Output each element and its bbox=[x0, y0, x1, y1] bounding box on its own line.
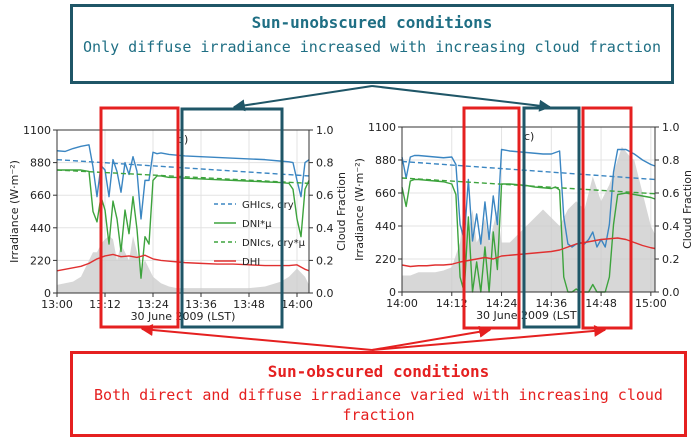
series-line-ghi-clear bbox=[401, 160, 656, 181]
x-tick-label: 13:12 bbox=[89, 298, 121, 311]
sun-unobscured-callout: Sun-unobscured conditions Only diffuse i… bbox=[70, 4, 674, 84]
x-tick-label: 13:00 bbox=[41, 298, 73, 311]
y2-tick-label: 1.0 bbox=[662, 121, 680, 134]
y-tick-label: 220 bbox=[375, 253, 396, 266]
y2-tick-label: 1.0 bbox=[316, 124, 334, 137]
y-tick-label: 1100 bbox=[23, 124, 51, 137]
sun-unobscured-body: Only diffuse irradiance increased with i… bbox=[83, 38, 661, 56]
y2-tick-label: 0.8 bbox=[662, 154, 680, 167]
y-tick-label: 220 bbox=[30, 254, 51, 267]
y-axis-label: Irradiance (W·m⁻²) bbox=[353, 158, 366, 261]
legend-label: DNIcs, dry*μ bbox=[242, 238, 306, 249]
x-tick-label: 14:12 bbox=[436, 297, 468, 310]
series-line-dhi bbox=[401, 237, 656, 268]
x-tick-label: 14:00 bbox=[386, 297, 418, 310]
y-tick-label: 880 bbox=[30, 157, 51, 170]
arrow-to-teal-box-c bbox=[371, 85, 552, 112]
y-tick-label: 0 bbox=[44, 287, 51, 300]
series-line-dni-clear bbox=[56, 169, 310, 185]
highlight-box-red-c2 bbox=[581, 106, 633, 330]
legend-label: DHI bbox=[242, 257, 260, 268]
y-tick-label: 1100 bbox=[368, 121, 396, 134]
series-line-ghi bbox=[401, 148, 656, 248]
cloud-fraction-area bbox=[402, 146, 655, 292]
arrow-to-red-box-c2 bbox=[371, 324, 607, 351]
y2-tick-label: 0.6 bbox=[316, 189, 334, 202]
y2-tick-label: 0.0 bbox=[662, 286, 680, 299]
series-line-dni bbox=[57, 169, 310, 279]
series-line-dhi bbox=[56, 253, 310, 272]
x-tick-label: 13:48 bbox=[233, 298, 265, 311]
y-axis-label: Irradiance (W·m⁻²) bbox=[8, 160, 21, 263]
highlight-box-red-b bbox=[99, 106, 180, 329]
x-tick-label: 14:36 bbox=[535, 297, 567, 310]
y2-axis-label: Cloud Fraction bbox=[335, 172, 348, 251]
x-tick-label: 14:00 bbox=[281, 298, 313, 311]
y2-tick-label: 0.0 bbox=[316, 287, 334, 300]
panel-label: c) bbox=[524, 130, 534, 143]
y2-tick-label: 0.4 bbox=[316, 222, 334, 235]
x-tick-label: 14:24 bbox=[486, 297, 518, 310]
y2-tick-label: 0.6 bbox=[662, 187, 680, 200]
y-tick-label: 880 bbox=[375, 154, 396, 167]
legend: GHIcs, dry DNI*μ DNIcs, dry*μ DHI bbox=[214, 200, 306, 268]
y2-axis-label: Cloud Fraction bbox=[681, 170, 694, 249]
sun-obscured-title: Sun-obscured conditions bbox=[267, 362, 490, 381]
x-tick-label: 14:48 bbox=[585, 297, 617, 310]
x-tick-label: 13:24 bbox=[137, 298, 169, 311]
series-line-ghi-clear bbox=[56, 158, 310, 177]
arrow-to-teal-box-b bbox=[232, 85, 373, 112]
highlight-box-red-c1 bbox=[462, 106, 521, 330]
legend-label: GHIcs, dry bbox=[242, 200, 294, 211]
arrow-to-red-box-b bbox=[140, 324, 373, 351]
x-tick-label: 15:00 bbox=[635, 297, 667, 310]
highlight-box-teal-b bbox=[180, 107, 284, 329]
y2-tick-label: 0.2 bbox=[662, 253, 680, 266]
series-line-ghi bbox=[56, 144, 310, 220]
legend-label: DNI*μ bbox=[242, 219, 272, 230]
arrow-to-red-box-c1 bbox=[371, 325, 492, 351]
sun-unobscured-title: Sun-unobscured conditions bbox=[251, 13, 493, 32]
series-line-dni-clear bbox=[401, 177, 656, 195]
sun-obscured-callout: Sun-obscured conditions Both direct and … bbox=[70, 351, 687, 437]
x-tick-label: 13:36 bbox=[185, 298, 217, 311]
highlight-box-teal-c bbox=[522, 106, 581, 329]
sun-obscured-body: Both direct and diffuse irradiance varie… bbox=[94, 386, 663, 424]
y-tick-label: 660 bbox=[30, 189, 51, 202]
y2-tick-label: 0.8 bbox=[316, 157, 334, 170]
plot-frame bbox=[401, 126, 656, 293]
y2-tick-label: 0.4 bbox=[662, 220, 680, 233]
y-tick-label: 440 bbox=[375, 220, 396, 233]
x-axis-label: 30 June 2009 (LST) bbox=[476, 309, 581, 322]
y-tick-label: 440 bbox=[30, 222, 51, 235]
cloud-fraction-area bbox=[57, 235, 309, 293]
y-tick-label: 0 bbox=[389, 286, 396, 299]
y-tick-label: 660 bbox=[375, 187, 396, 200]
y2-tick-label: 0.2 bbox=[316, 254, 334, 267]
